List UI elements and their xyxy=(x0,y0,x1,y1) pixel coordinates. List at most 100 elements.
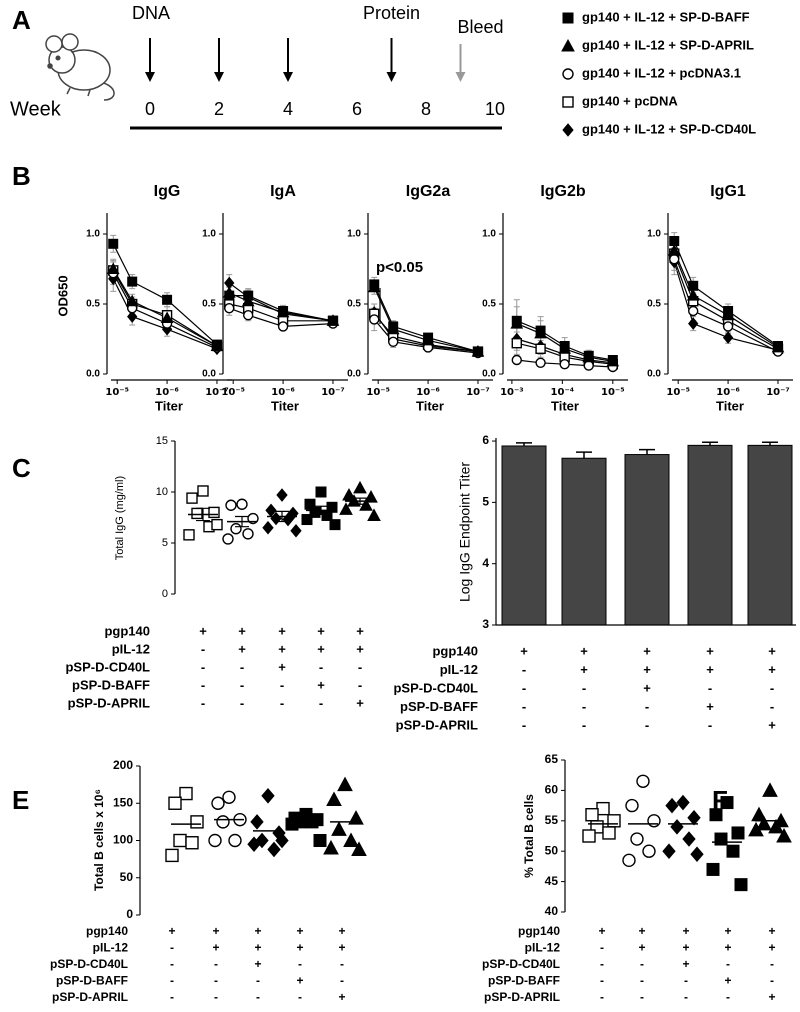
legend-marker xyxy=(562,12,574,24)
data-point xyxy=(276,488,288,502)
data-point xyxy=(642,844,656,858)
table-cell: - xyxy=(298,990,302,1004)
y-tick-label: 0.5 xyxy=(647,299,661,310)
table-cell: - xyxy=(280,677,284,692)
y-tick-label: 45 xyxy=(545,874,559,888)
row-label: pSP-D-BAFF xyxy=(72,677,150,692)
data-point xyxy=(261,788,275,804)
y-tick-label: 0.0 xyxy=(86,369,100,380)
data-point xyxy=(343,832,359,847)
data-point xyxy=(559,359,570,370)
table-cell: - xyxy=(770,974,774,988)
arrow-head xyxy=(386,72,397,82)
x-tick-label: 10⁻⁵ xyxy=(601,387,625,398)
event-arrow xyxy=(386,38,397,82)
data-point xyxy=(331,821,347,836)
data-point xyxy=(208,833,222,848)
data-point xyxy=(602,826,616,840)
y-axis-label: OD650 xyxy=(55,275,70,316)
series-line xyxy=(229,307,334,328)
row-label: pSP-D-APRIL xyxy=(396,717,478,732)
y-tick-label: 0.0 xyxy=(482,369,496,380)
data-point xyxy=(662,843,676,859)
series-line xyxy=(112,268,218,347)
table-cell: - xyxy=(214,974,218,988)
table-cell: - xyxy=(319,659,323,674)
data-point xyxy=(278,306,289,316)
event-label: Bleed xyxy=(457,17,503,37)
y-tick-label: 50 xyxy=(120,870,134,884)
y-tick-label: 1.0 xyxy=(482,229,496,240)
table-cell: + xyxy=(706,699,714,714)
data-point xyxy=(723,306,734,316)
chart-title: IgG2a xyxy=(406,183,451,200)
data-point xyxy=(369,279,380,290)
table-cell: - xyxy=(600,957,604,971)
data-point xyxy=(173,833,187,848)
x-tick-label: 10⁻⁷ xyxy=(466,387,490,398)
table-cell: - xyxy=(770,699,774,714)
data-point xyxy=(364,490,378,503)
row-label: pSP-D-BAFF xyxy=(400,699,478,714)
table-cell: - xyxy=(170,974,174,988)
x-tick-label: 10⁻⁷ xyxy=(766,387,790,398)
y-tick-label: 3 xyxy=(482,617,489,631)
table-cell: - xyxy=(708,717,712,732)
data-point xyxy=(731,826,745,840)
data-point xyxy=(686,289,700,301)
table-cell: + xyxy=(278,641,286,656)
data-point xyxy=(714,832,728,846)
series-line xyxy=(673,258,779,353)
data-point xyxy=(275,832,289,849)
table-cell: + xyxy=(768,717,776,732)
data-point xyxy=(326,791,342,807)
bar xyxy=(687,444,733,626)
data-point xyxy=(162,294,173,305)
data-point xyxy=(186,492,198,504)
table-cell: + xyxy=(296,924,303,938)
data-point xyxy=(667,244,681,256)
bar xyxy=(624,454,670,626)
data-point xyxy=(247,836,261,852)
data-point xyxy=(179,786,193,801)
table-cell: - xyxy=(640,974,644,988)
table-cell: + xyxy=(682,924,689,938)
data-point xyxy=(607,355,618,365)
table-cell: - xyxy=(684,990,688,1004)
table-cell: + xyxy=(199,623,207,638)
table-cell: + xyxy=(724,941,731,955)
table-cell: + xyxy=(520,643,528,658)
row-label: pgp140 xyxy=(104,623,150,638)
row-label: pSP-D-CD40L xyxy=(50,957,128,971)
event-arrow xyxy=(283,38,293,82)
data-point xyxy=(160,311,174,323)
data-point xyxy=(367,508,381,521)
legend-marker xyxy=(562,96,574,108)
table-cell: + xyxy=(278,623,286,638)
data-point xyxy=(224,303,235,314)
data-point xyxy=(768,818,784,834)
data-point xyxy=(211,518,223,531)
y-tick-label: 0.0 xyxy=(202,369,216,380)
data-point xyxy=(511,338,522,349)
table-cell: - xyxy=(201,659,205,674)
row-label: pSP-D-APRIL xyxy=(68,695,150,710)
data-point xyxy=(636,774,650,788)
table-cell: + xyxy=(643,662,651,677)
y-tick-label: 4 xyxy=(482,556,489,570)
row-label: pSP-D-APRIL xyxy=(484,990,560,1004)
data-point xyxy=(348,810,364,825)
legend-marker xyxy=(562,68,574,80)
y-tick-label: 5 xyxy=(162,537,168,549)
data-point xyxy=(211,339,222,350)
table-cell: - xyxy=(522,717,526,732)
sem-bar xyxy=(314,505,328,516)
data-point xyxy=(277,321,289,332)
x-tick-label: 10⁻⁶ xyxy=(716,387,740,398)
y-tick-label: 0 xyxy=(126,907,133,921)
y-tick-label: 0.5 xyxy=(482,299,496,310)
table-cell: - xyxy=(340,974,344,988)
table-cell: + xyxy=(296,974,303,988)
table-cell: - xyxy=(170,957,174,971)
y-tick-label: 0.0 xyxy=(647,369,661,380)
